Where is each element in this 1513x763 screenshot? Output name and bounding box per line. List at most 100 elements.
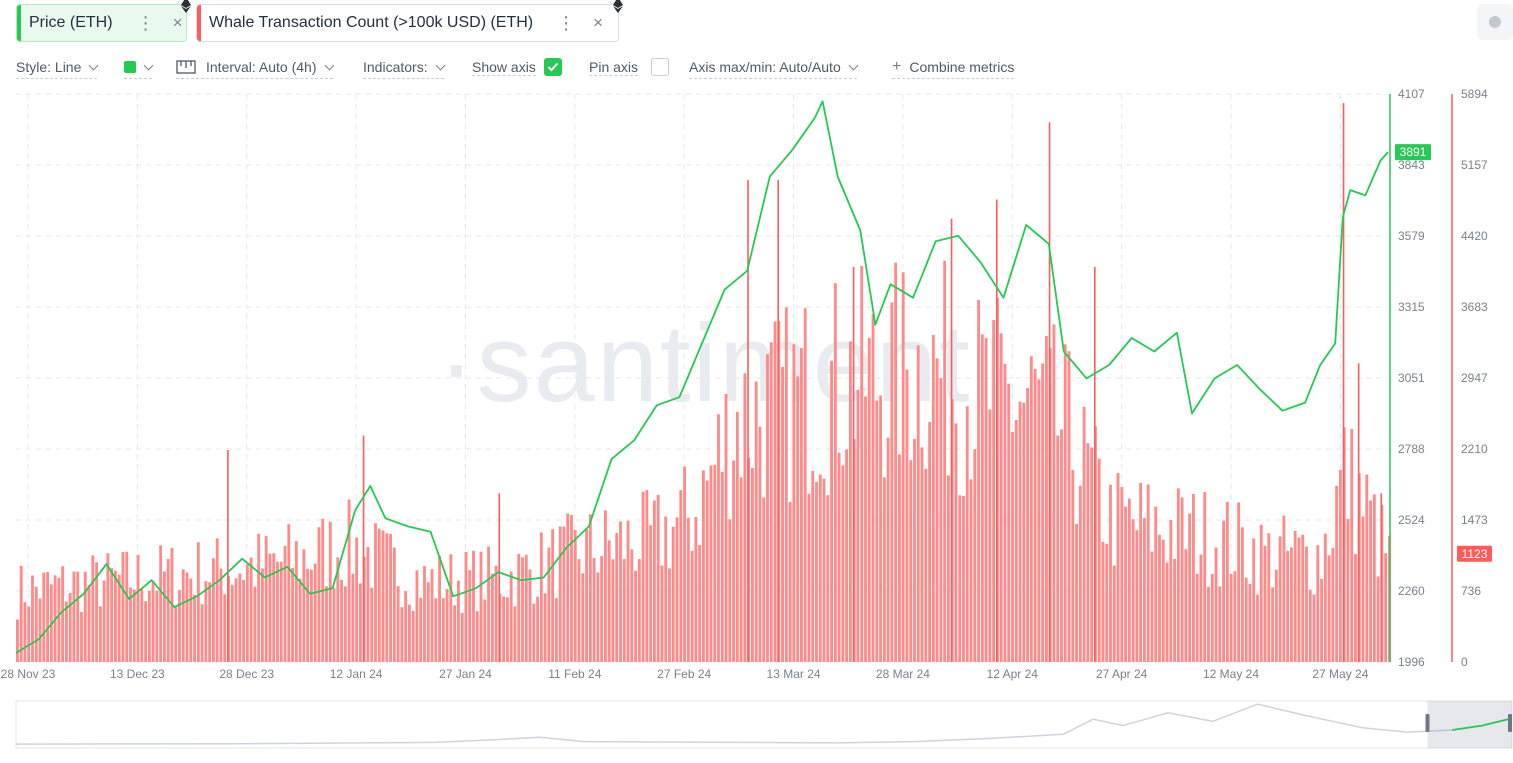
whale-bar	[803, 308, 807, 662]
whale-bar	[898, 454, 901, 662]
whale-bar	[298, 578, 302, 662]
x-axis-tick: 12 May 24	[1203, 667, 1259, 681]
whale-bar	[992, 320, 996, 662]
whale-bar	[38, 598, 42, 662]
pin-axis-toggle[interactable]: Pin axis	[589, 56, 670, 78]
whale-bar	[1210, 574, 1214, 662]
whale-bar	[449, 554, 453, 662]
whale-bar	[1075, 523, 1078, 662]
whale-bar	[189, 578, 193, 662]
whale-bar	[136, 555, 140, 662]
whale-bar	[106, 553, 110, 662]
whale-bar	[426, 582, 430, 662]
whale-bar	[445, 588, 449, 662]
whale-bar	[381, 530, 385, 662]
whale-bar	[1143, 518, 1146, 662]
whale-axis-tick: 4420	[1461, 229, 1488, 243]
whale-bar	[577, 559, 581, 662]
whale-bar	[238, 573, 242, 662]
whale-bar	[479, 551, 483, 662]
whale-bar	[1207, 586, 1210, 662]
show-axis-checkbox[interactable]	[543, 58, 562, 76]
whale-bar	[129, 587, 132, 662]
whale-bar	[46, 572, 49, 662]
combine-metrics-button[interactable]: + Combine metrics	[892, 56, 1015, 79]
close-icon[interactable]: ×	[172, 13, 183, 32]
whale-bar	[72, 571, 76, 662]
whale-bar	[200, 604, 204, 662]
whale-bar	[196, 542, 200, 662]
dots-vertical-icon[interactable]: ⋮	[136, 12, 155, 33]
whale-bar	[306, 568, 310, 662]
whale-bar	[415, 570, 419, 662]
whale-bar	[679, 490, 683, 662]
show-axis-label: Show axis	[472, 58, 536, 76]
whale-bar	[408, 604, 411, 662]
x-axis-tick: 28 Nov 23	[1, 667, 56, 681]
color-swatch	[124, 61, 136, 73]
whale-bar	[242, 580, 245, 662]
navigator-handle-right[interactable]	[1508, 714, 1512, 732]
whale-bar	[166, 558, 170, 662]
whale-bar	[901, 272, 905, 662]
whale-bar	[1361, 516, 1365, 662]
whale-bar	[1297, 537, 1301, 662]
settings-round-button[interactable]	[1477, 4, 1513, 40]
whale-bar	[1029, 356, 1033, 662]
whale-bar	[1248, 583, 1252, 662]
interval-ruler-icon	[176, 60, 196, 74]
pin-axis-checkbox[interactable]	[651, 58, 670, 76]
whale-bar	[1225, 501, 1229, 662]
whale-bar	[264, 536, 268, 662]
dots-vertical-icon[interactable]: ⋮	[557, 12, 576, 33]
whale-bar	[649, 525, 653, 662]
whale-bar	[257, 533, 261, 662]
whale-bar	[1259, 524, 1263, 662]
axis-maxmin-dropdown[interactable]: Axis max/min: Auto/Auto	[689, 56, 859, 79]
navigator-handle-left[interactable]	[1425, 714, 1430, 732]
whale-bar	[325, 586, 328, 662]
whale-bar	[894, 262, 898, 662]
color-dropdown[interactable]	[124, 56, 154, 79]
whale-bar	[585, 529, 588, 662]
whale-bar	[1278, 536, 1282, 662]
whale-bar	[370, 587, 374, 662]
whale-bar	[1312, 594, 1316, 662]
whale-bar	[185, 572, 189, 662]
whale-bar	[1161, 539, 1165, 662]
whale-bar	[68, 592, 72, 662]
show-axis-toggle[interactable]: Show axis	[472, 56, 562, 78]
pin-axis-label: Pin axis	[589, 58, 639, 76]
whale-bar	[1256, 594, 1259, 662]
close-icon[interactable]: ×	[593, 13, 604, 32]
metric-chip-whale[interactable]: Whale Transaction Count (>100k USD) (ETH…	[196, 0, 623, 42]
whale-bar	[506, 597, 509, 662]
whale-bar	[781, 367, 784, 662]
whale-bar	[147, 590, 151, 662]
whale-bar	[879, 395, 882, 662]
interval-dropdown[interactable]: Interval: Auto (4h)	[176, 56, 334, 79]
whale-bar	[784, 307, 788, 662]
circle-icon	[1489, 16, 1501, 28]
whale-bar	[1131, 519, 1135, 662]
whale-bar	[566, 513, 570, 662]
whale-axis-tick: 3683	[1461, 300, 1488, 314]
whale-bar	[690, 550, 694, 662]
indicators-dropdown[interactable]: Indicators:	[363, 56, 446, 79]
navigator-frame	[15, 700, 1513, 749]
metric-chip-price[interactable]: Price (ETH) ⋮ ×	[16, 0, 191, 42]
whale-bar	[249, 557, 253, 662]
whale-bar	[1339, 469, 1342, 662]
whale-bar	[91, 555, 95, 662]
whale-bar	[596, 572, 600, 662]
style-dropdown[interactable]: Style: Line	[16, 56, 99, 79]
whale-bar	[1060, 429, 1063, 662]
whale-bar	[830, 360, 833, 662]
style-label: Style: Line	[16, 59, 82, 75]
whale-bar	[1139, 482, 1143, 662]
whale-bar	[558, 526, 562, 662]
whale-bar	[743, 373, 747, 662]
whale-bar	[833, 283, 837, 662]
whale-bar	[913, 438, 916, 662]
